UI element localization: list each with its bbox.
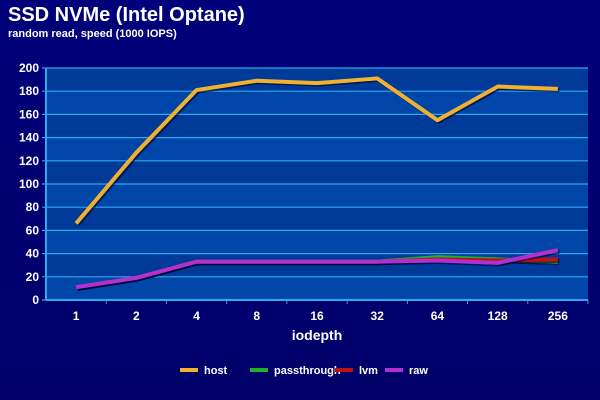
y-tick-label: 140 — [19, 131, 39, 145]
legend-label-host: host — [204, 365, 228, 377]
x-tick-label: 8 — [253, 309, 260, 323]
x-tick-label: 32 — [371, 309, 385, 323]
y-tick-label: 60 — [26, 223, 40, 237]
grid-band — [46, 137, 588, 161]
x-tick-label: 1 — [73, 309, 80, 323]
chart-subtitle: random read, speed (1000 IOPS) — [8, 28, 177, 40]
y-tick-label: 80 — [26, 200, 40, 214]
y-tick-label: 100 — [19, 177, 39, 191]
grid-band — [46, 230, 588, 254]
y-tick-label: 180 — [19, 84, 39, 98]
legend-label-raw: raw — [409, 365, 428, 377]
chart-title: SSD NVMe (Intel Optane) — [8, 4, 245, 26]
grid-band — [46, 276, 588, 300]
legend-label-passthrough: passthrough — [274, 365, 341, 377]
x-tick-label: 64 — [431, 309, 445, 323]
x-tick-label: 2 — [133, 309, 140, 323]
y-tick-label: 0 — [32, 293, 39, 307]
x-tick-label: 256 — [548, 309, 568, 323]
y-tick-label: 20 — [26, 270, 40, 284]
legend-label-lvm: lvm — [359, 365, 378, 377]
series-line-host — [74, 76, 558, 225]
x-axis-label: iodepth — [292, 327, 343, 343]
grid-band — [46, 184, 588, 208]
x-tick-label: 4 — [193, 309, 200, 323]
grid-band — [46, 91, 588, 115]
y-tick-label: 40 — [26, 247, 40, 261]
x-tick-label: 128 — [488, 309, 508, 323]
y-tick-label: 200 — [19, 61, 39, 75]
y-tick-label: 120 — [19, 154, 39, 168]
y-tick-label: 160 — [19, 107, 39, 121]
series-line-raw — [75, 248, 559, 290]
x-tick-label: 16 — [310, 309, 324, 323]
